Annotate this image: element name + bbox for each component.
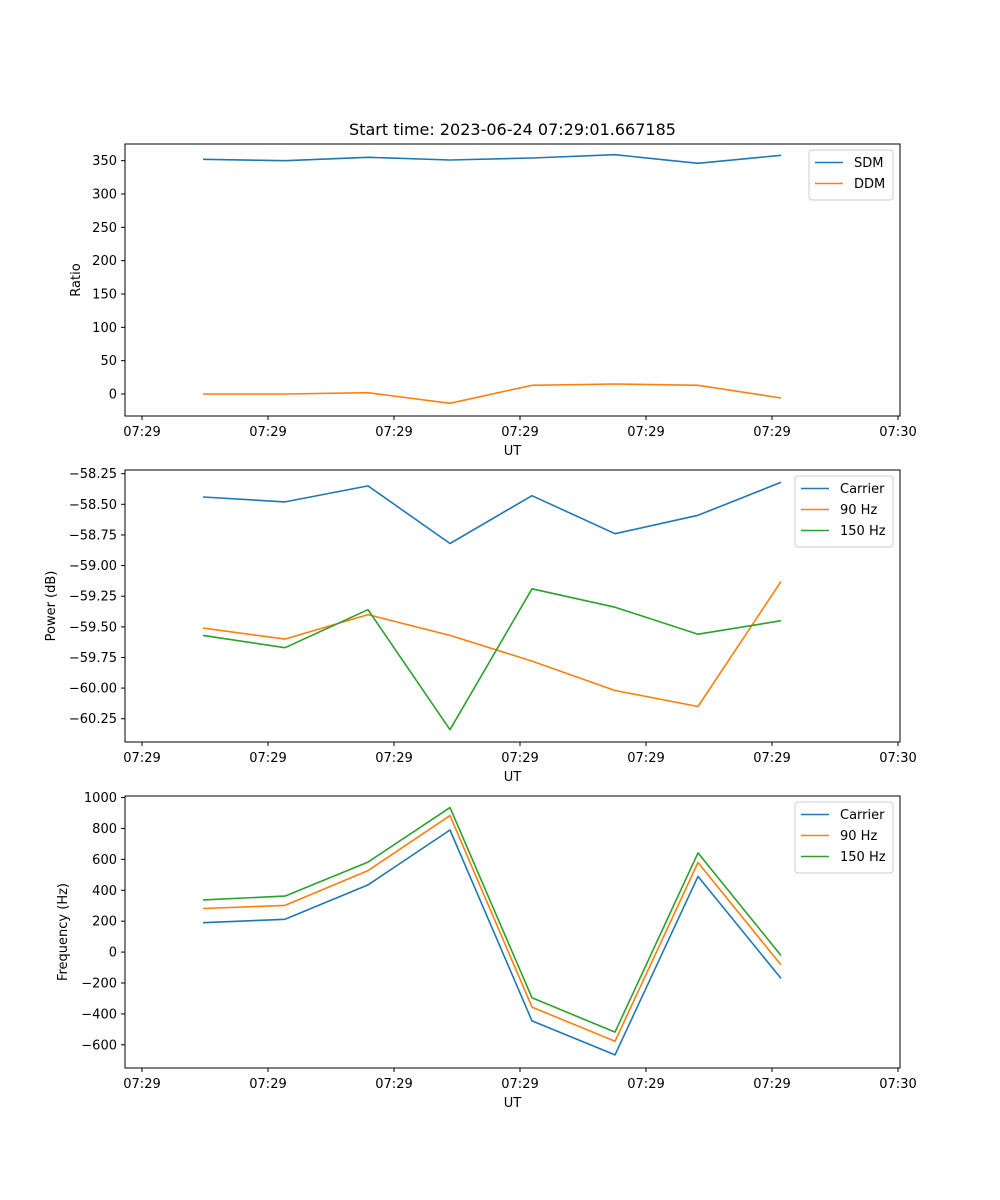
series-line-carrier: [202, 481, 782, 545]
series-line-150-hz: [202, 806, 782, 1033]
legend: Carrier 90 Hz 150 Hz: [794, 801, 894, 874]
series-line-90-hz: [202, 814, 782, 1043]
y-axis-label: Power (dB): [44, 571, 59, 642]
y-tick-label: 600: [92, 853, 117, 868]
y-tick-label: 150: [92, 288, 117, 303]
y-tick-label: 200: [92, 254, 117, 269]
y-tick-label: −400: [81, 1007, 117, 1022]
x-tick-label: 07:29: [501, 751, 538, 766]
x-tick-label: 07:29: [753, 425, 790, 440]
y-tick-label: 300: [92, 188, 117, 203]
legend-entry: 90 Hz: [840, 503, 877, 518]
legend-entry: 90 Hz: [840, 829, 877, 844]
y-tick-label: 400: [92, 884, 117, 899]
x-tick-label: 07:29: [627, 1077, 664, 1092]
x-tick-label: 07:29: [123, 1077, 160, 1092]
y-axis-label: Ratio: [69, 263, 84, 296]
subplot-3: 07:29 07:29 07:29 07:29 07:29 07:29 07:30 −600 −…: [56, 791, 917, 1111]
legend-entry: DDM: [854, 177, 885, 192]
legend-entry: 150 Hz: [840, 524, 886, 539]
y-tick-label: 0: [109, 388, 117, 403]
x-tick-label: 07:29: [123, 751, 160, 766]
series-line-carrier: [202, 829, 782, 1056]
series-line-90-hz: [202, 581, 782, 708]
y-tick-label: 0: [109, 946, 117, 961]
x-tick-label: 07:29: [249, 1077, 286, 1092]
y-tick-label: 350: [92, 154, 117, 169]
x-tick-label: 07:29: [249, 751, 286, 766]
x-tick-label: 07:29: [375, 1077, 412, 1092]
x-tick-label: 07:29: [501, 1077, 538, 1092]
y-tick-label: −60.00: [69, 682, 117, 697]
legend-entry: 150 Hz: [840, 850, 886, 865]
y-axis-label: Frequency (Hz): [56, 883, 71, 981]
y-tick-label: 1000: [84, 791, 117, 806]
chart-title: Start time: 2023-06-24 07:29:01.667185: [349, 120, 676, 139]
legend-entry: SDM: [854, 156, 883, 171]
x-tick-label: 07:29: [375, 751, 412, 766]
y-tick-label: −59.75: [69, 651, 117, 666]
axes-frame: [124, 795, 901, 1069]
legend: Carrier 90 Hz 150 Hz: [794, 475, 894, 548]
legend-entry: Carrier: [840, 808, 885, 823]
series-line-ddm: [203, 383, 782, 405]
y-tick-label: 800: [92, 822, 117, 837]
x-tick-label: 07:29: [753, 751, 790, 766]
x-tick-label: 07:30: [879, 1077, 916, 1092]
y-tick-label: −59.00: [69, 559, 117, 574]
y-tick-label: −200: [81, 977, 117, 992]
y-tick-label: −59.50: [69, 620, 117, 635]
x-tick-label: 07:29: [627, 425, 664, 440]
axes-frame: [124, 469, 901, 743]
series-line-150-hz: [202, 587, 782, 731]
x-tick-label: 07:29: [123, 425, 160, 440]
x-tick-label: 07:29: [753, 1077, 790, 1092]
x-tick-label: 07:30: [879, 751, 916, 766]
x-axis-label: UT: [504, 1096, 522, 1111]
axes-frame: [124, 143, 901, 417]
y-tick-label: −59.25: [69, 590, 117, 605]
y-tick-label: −58.75: [69, 528, 117, 543]
legend-box: [794, 801, 894, 874]
y-tick-label: −58.50: [69, 498, 117, 513]
y-tick-label: 200: [92, 915, 117, 930]
x-tick-label: 07:29: [501, 425, 538, 440]
subplot-2: 07:29 07:29 07:29 07:29 07:29 07:29 07:30 −60.2…: [44, 467, 917, 785]
y-tick-label: −60.25: [69, 712, 117, 727]
y-tick-label: 50: [100, 354, 117, 369]
subplot-1: Start time: 2023-06-24 07:29:01.667185 07…: [69, 120, 917, 459]
legend: SDM DDM: [808, 149, 894, 201]
x-tick-label: 07:29: [375, 425, 412, 440]
y-tick-label: 100: [92, 321, 117, 336]
x-tick-label: 07:29: [627, 751, 664, 766]
series-line-sdm: [202, 153, 782, 165]
legend-entry: Carrier: [840, 482, 885, 497]
y-tick-label: 250: [92, 221, 117, 236]
x-tick-label: 07:30: [879, 425, 916, 440]
x-axis-label: UT: [504, 444, 522, 459]
legend-box: [794, 475, 894, 548]
y-tick-label: −600: [81, 1038, 117, 1053]
x-tick-label: 07:29: [249, 425, 286, 440]
y-tick-label: −58.25: [69, 467, 117, 482]
x-axis-label: UT: [504, 770, 522, 785]
